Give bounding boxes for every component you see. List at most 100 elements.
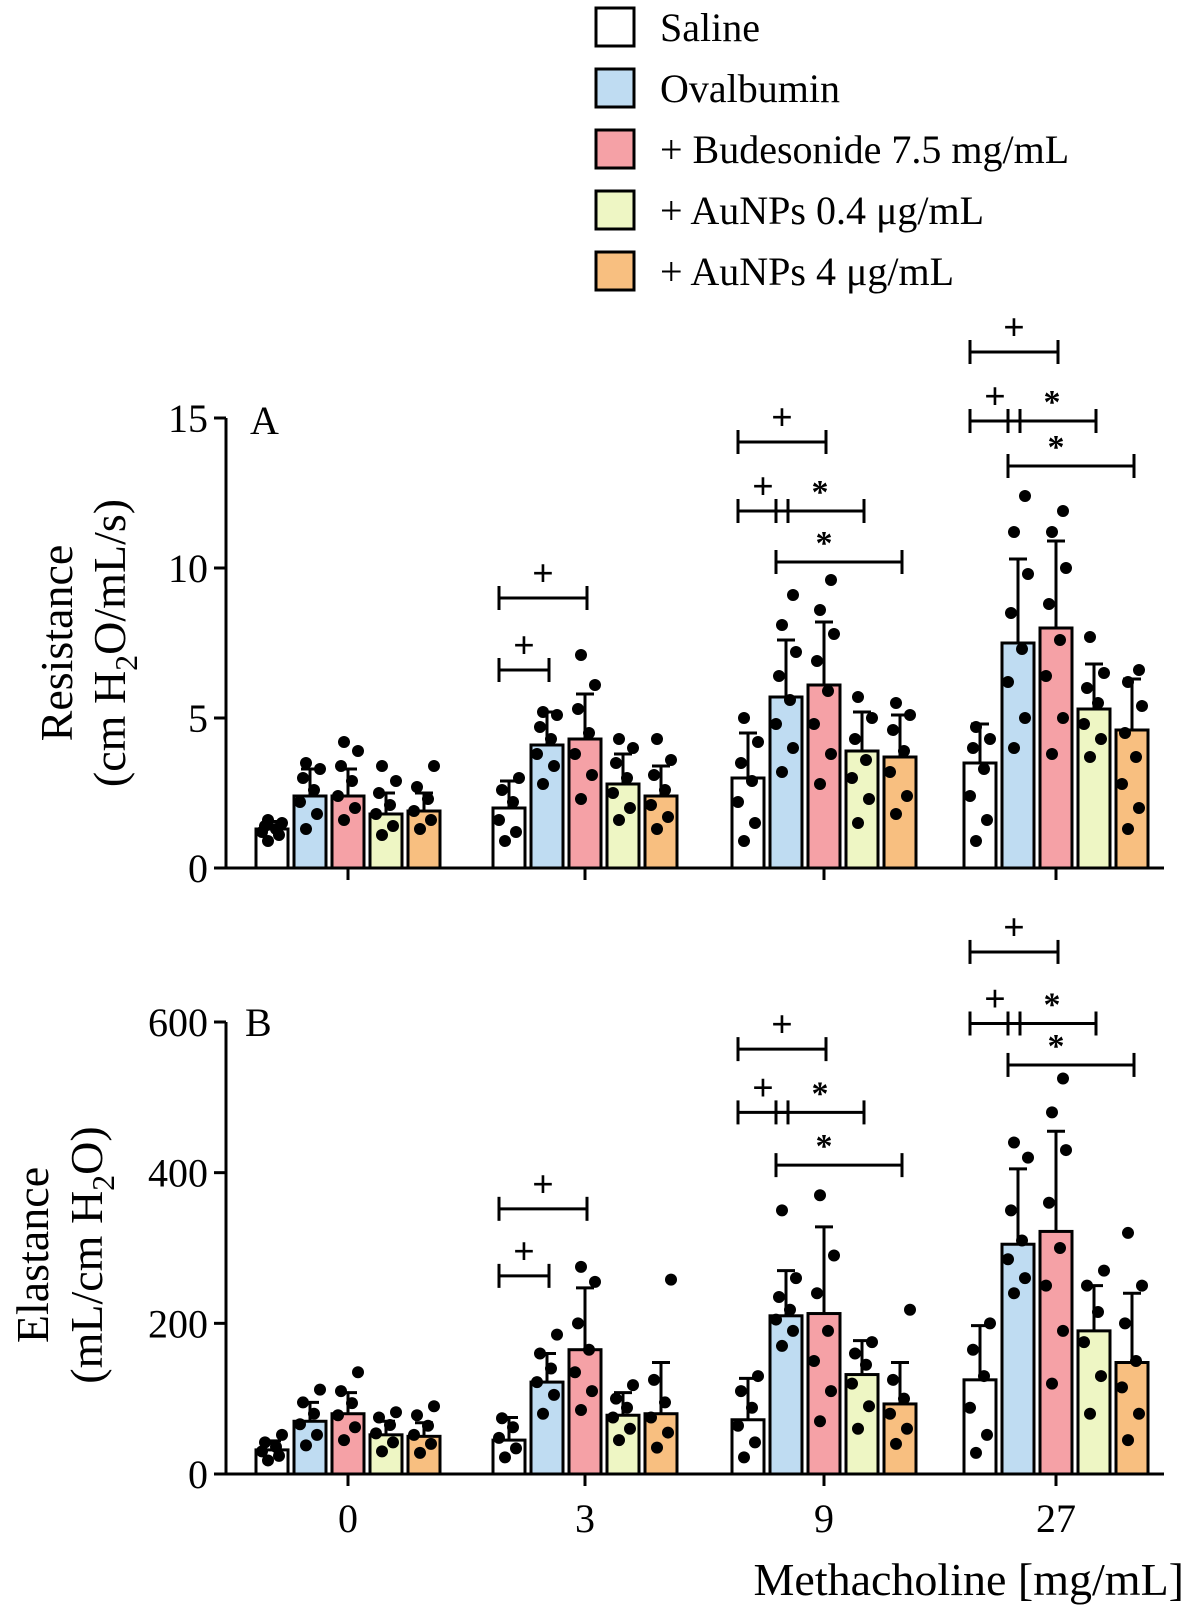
data-point: [752, 1370, 764, 1383]
data-point: [787, 1324, 799, 1337]
data-point: [1133, 802, 1145, 814]
data-point: [346, 775, 358, 787]
data-point: [811, 1287, 823, 1300]
data-point: [984, 1317, 996, 1330]
data-point: [537, 706, 549, 718]
y-axis-title: Elastance: [7, 1167, 58, 1343]
bar: [1114, 728, 1150, 870]
data-point: [314, 763, 326, 775]
data-point: [898, 1392, 910, 1405]
data-point: [294, 796, 306, 808]
significance-marker: +: [752, 1067, 774, 1109]
data-point: [370, 808, 382, 820]
significance-marker: *: [1048, 1028, 1065, 1065]
panel-b-elastance: 0 200 400 600 0 3 9 27 B Elastance (mL/cm H2O) + + + +…: [7, 907, 1164, 1541]
data-point: [814, 778, 826, 790]
data-point: [749, 817, 761, 829]
legend-label-3: + AuNPs 0.4 μg/mL: [660, 188, 984, 233]
data-point: [624, 802, 636, 814]
y-axis-unit-part: (cm H: [84, 671, 135, 787]
data-point: [376, 760, 388, 772]
data-point: [645, 799, 657, 811]
significance-marker: +: [513, 625, 535, 667]
data-point: [610, 1392, 622, 1405]
data-point: [589, 679, 601, 691]
bar: [962, 761, 998, 870]
bar: [567, 737, 603, 870]
data-point: [1130, 1355, 1142, 1367]
y-tick-label: 0: [188, 846, 208, 891]
data-point: [297, 772, 309, 784]
data-point: [294, 1418, 306, 1431]
data-point: [335, 760, 347, 772]
data-point: [749, 1436, 761, 1449]
data-point: [970, 835, 982, 847]
data-point: [901, 790, 913, 802]
data-point: [1133, 664, 1145, 676]
data-point: [332, 790, 344, 802]
data-point: [1081, 1279, 1093, 1292]
data-point: [822, 1324, 834, 1337]
data-point: [425, 1437, 437, 1450]
significance-marker: *: [1044, 384, 1061, 421]
data-point: [1054, 634, 1066, 646]
data-point: [970, 1446, 982, 1459]
data-point: [493, 814, 505, 826]
data-point: [1095, 733, 1107, 745]
data-point: [1019, 1272, 1031, 1285]
data-point: [551, 1328, 563, 1341]
data-point: [1008, 526, 1020, 538]
data-point: [967, 1343, 979, 1356]
data-point: [735, 757, 747, 769]
data-point: [1008, 1287, 1020, 1300]
panel-label: A: [250, 398, 279, 443]
y-axis-unit-part: O): [61, 1126, 112, 1175]
data-point: [575, 793, 587, 805]
data-point: [575, 1260, 587, 1273]
data-point: [773, 1290, 785, 1303]
data-point: [575, 649, 587, 661]
data-point: [338, 1434, 350, 1447]
data-point: [1084, 1407, 1096, 1420]
data-point: [314, 1383, 326, 1396]
data-point: [510, 1442, 522, 1455]
data-point: [262, 814, 274, 826]
data-point: [828, 628, 840, 640]
data-point: [1119, 1317, 1131, 1330]
data-point: [262, 835, 274, 847]
legend-label-1: Ovalbumin: [660, 66, 840, 111]
bar: [962, 1378, 998, 1476]
data-point: [621, 772, 633, 784]
data-point: [586, 1385, 598, 1398]
y-tick-label: 600: [148, 1000, 208, 1045]
y-axis-unit-subscript: 2: [108, 655, 144, 671]
data-point: [352, 745, 364, 757]
data-point: [1046, 1106, 1058, 1119]
data-point: [352, 1366, 364, 1379]
data-point: [651, 823, 663, 835]
data-point: [610, 757, 622, 769]
data-point: [1136, 1279, 1148, 1292]
data-point: [390, 1406, 402, 1419]
data-point: [627, 1379, 639, 1392]
data-point: [770, 1313, 782, 1326]
panel-a-resistance: 0 5 10 15 A Resistance (cm H2O/mL/s) + + + + * * + + * *: [31, 307, 1164, 891]
legend-swatch-2: [594, 128, 636, 170]
data-point: [984, 733, 996, 745]
data-point: [1122, 1434, 1134, 1447]
data-point: [569, 748, 581, 760]
data-point: [1092, 697, 1104, 709]
data-point: [428, 1400, 440, 1413]
data-point: [1040, 670, 1052, 682]
data-point: [1008, 742, 1020, 754]
data-point: [1005, 1204, 1017, 1217]
data-point: [814, 1415, 826, 1428]
data-point: [746, 1401, 758, 1414]
data-point: [332, 1409, 344, 1422]
legend-swatch-4: [594, 250, 636, 292]
data-point: [814, 1189, 826, 1202]
data-point: [1002, 1253, 1014, 1266]
data-point: [572, 703, 584, 715]
data-point: [496, 1412, 508, 1425]
data-point: [572, 1317, 584, 1330]
